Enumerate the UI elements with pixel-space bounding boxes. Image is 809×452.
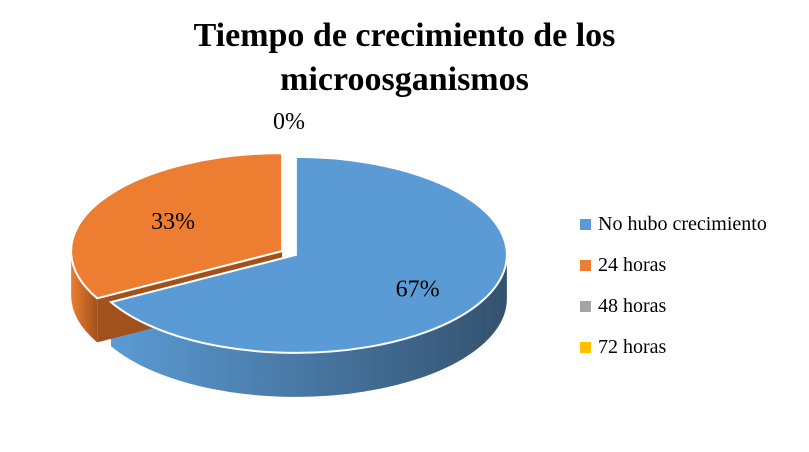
legend-item-72-horas: 72 horas	[580, 327, 767, 368]
legend-label: 48 horas	[598, 295, 667, 317]
pie-slice-24-horas	[70, 152, 284, 300]
legend-swatch	[580, 342, 591, 353]
chart-title: Tiempo de crecimiento de los microosgani…	[0, 14, 809, 102]
chart-title-line-2: microosganismos	[280, 61, 529, 98]
legend-item-no-hubo-crecimiento: No hubo crecimiento	[580, 204, 767, 245]
slice-side-wall	[110, 254, 507, 397]
pie-slice-no-hubo-crecimiento	[108, 155, 508, 354]
legend-label: No hubo crecimiento	[598, 213, 767, 235]
legend-item-48-horas: 48 horas	[580, 286, 767, 327]
chart-title-line-1: Tiempo de crecimiento de los	[193, 17, 616, 54]
slice-side-wall	[71, 251, 98, 343]
legend-swatch	[580, 219, 591, 230]
legend-swatch	[580, 260, 591, 271]
legend-swatch	[580, 301, 591, 312]
legend-item-24-horas: 24 horas	[580, 245, 767, 286]
data-label: 0%	[273, 109, 305, 135]
legend-label: 72 horas	[598, 336, 667, 358]
legend: No hubo crecimiento 24 horas 48 horas 72…	[580, 204, 767, 368]
data-label: 67%	[396, 276, 440, 302]
legend-label: 24 horas	[598, 254, 667, 276]
data-label: 33%	[151, 209, 195, 235]
